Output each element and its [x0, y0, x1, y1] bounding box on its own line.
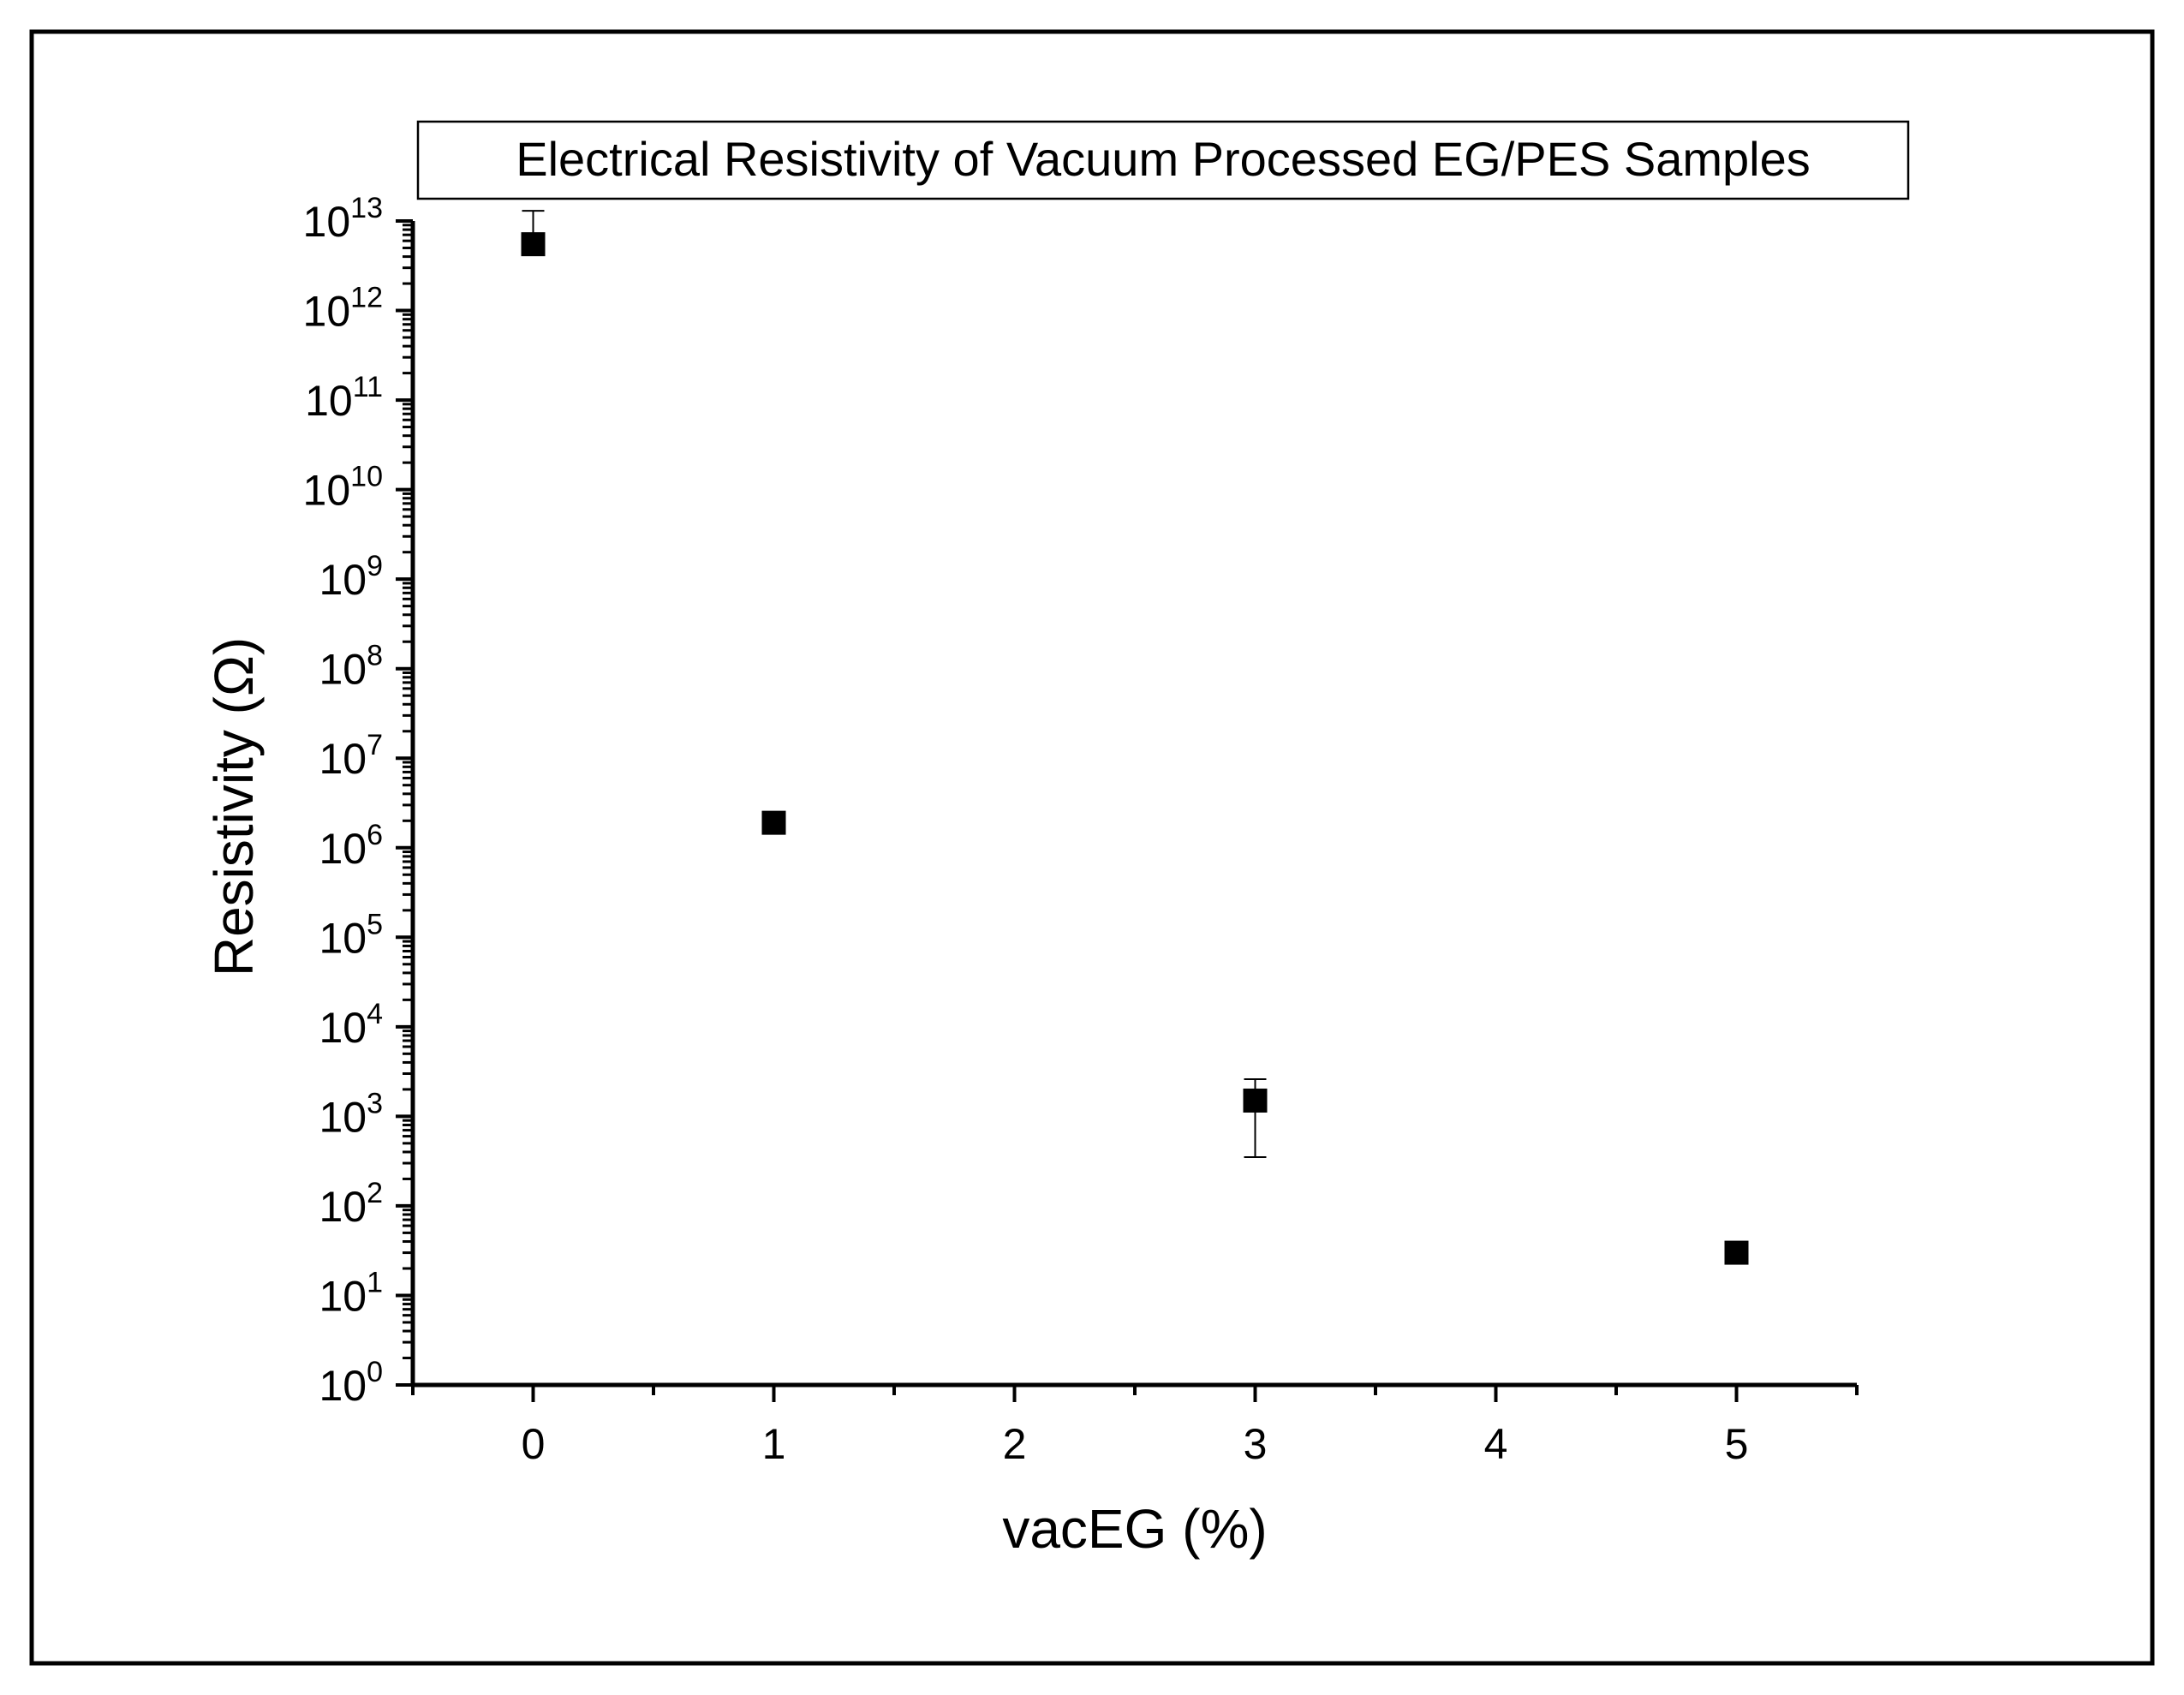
- axes: [396, 219, 1859, 1402]
- x-tick-label: 2: [1003, 1420, 1027, 1468]
- data-point-marker: [1724, 1240, 1749, 1265]
- chart-title: Electrical Resistivity of Vacuum Process…: [516, 132, 1811, 186]
- data-point-marker: [521, 232, 546, 257]
- x-axis-label: vacEG (%): [1002, 1498, 1267, 1560]
- title-box: [416, 120, 1910, 200]
- y-tick-label: 104: [319, 998, 383, 1052]
- y-tick-label: 107: [319, 729, 383, 783]
- y-tick-label: 106: [319, 819, 383, 873]
- y-tick-label: 1013: [303, 192, 383, 246]
- y-tick-label: 105: [319, 908, 383, 962]
- data-point-marker: [761, 810, 786, 835]
- x-tick-label: 4: [1484, 1420, 1508, 1468]
- y-tick-label: 1010: [303, 461, 383, 515]
- x-tick-label: 1: [762, 1420, 786, 1468]
- y-tick-label: 100: [319, 1356, 383, 1410]
- y-tick-label: 1012: [303, 282, 383, 336]
- y-tick-label: 1011: [305, 371, 383, 425]
- y-axis-label: Resistivity (Ω): [203, 637, 265, 976]
- y-tick-label: 102: [319, 1177, 383, 1231]
- y-tick-label: 109: [319, 550, 383, 604]
- y-tick-label: 108: [319, 640, 383, 694]
- x-tick-label: 3: [1244, 1420, 1268, 1468]
- y-tick-label: 103: [319, 1087, 383, 1141]
- x-tick-label: 0: [522, 1420, 546, 1468]
- figure-frame: [29, 29, 2155, 1666]
- data-points: [521, 210, 1749, 1265]
- data-point-marker: [1243, 1088, 1268, 1113]
- tick-labels: 0 1 2 3 4 5 100 101 102 103 104 105 106 107 108 109 1010…: [303, 192, 1749, 1468]
- x-tick-label: 5: [1725, 1420, 1749, 1468]
- y-tick-label: 101: [319, 1266, 383, 1320]
